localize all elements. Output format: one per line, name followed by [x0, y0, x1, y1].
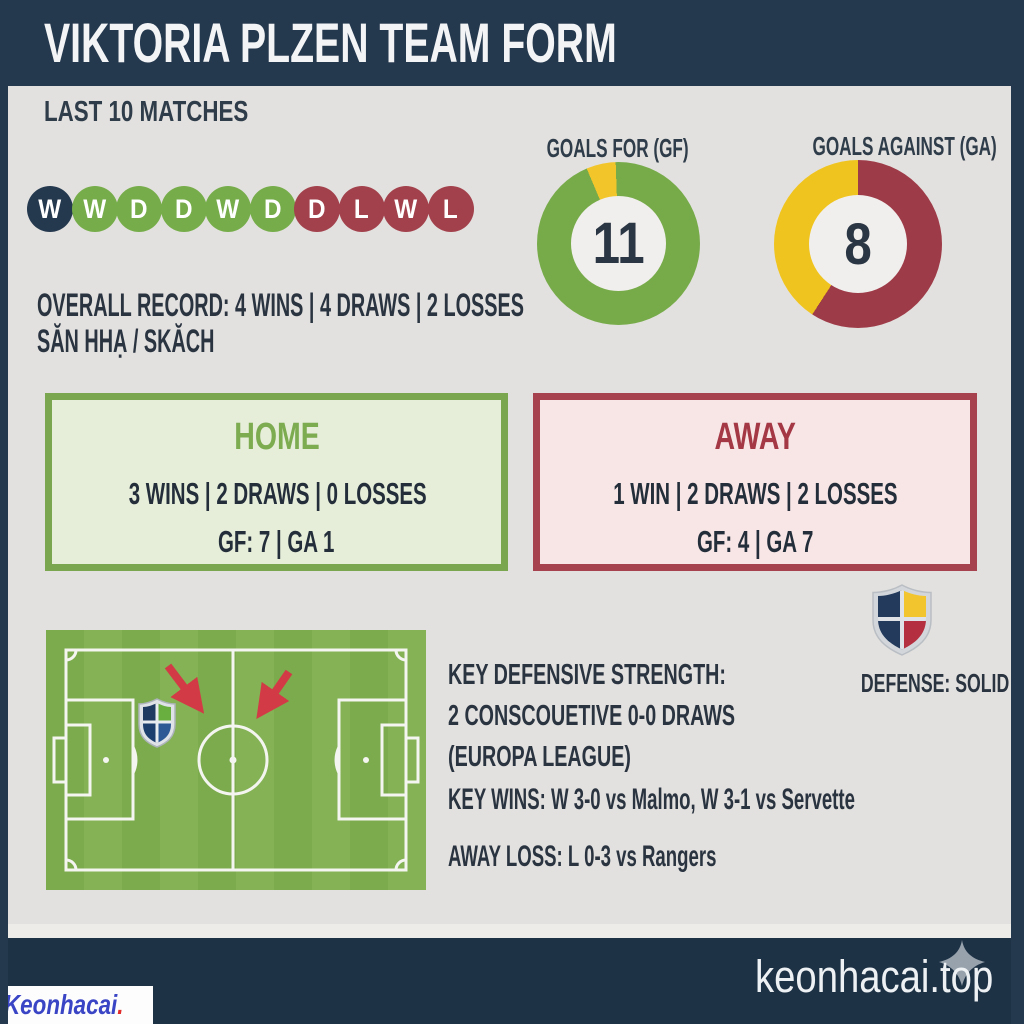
goals-against-chart-title: GOALS AGAINST (GA): [812, 131, 997, 161]
home-record-line: 3 WINS | 2 DRAWS | 0 LOSSES: [128, 476, 427, 511]
pitch-shield-icon: [138, 698, 176, 748]
football-pitch-illustration: [46, 630, 426, 890]
form-result-circle: D: [116, 186, 162, 232]
away-record-card: AWAY 1 WIN | 2 DRAWS | 2 LOSSES GF: 4 | …: [533, 393, 977, 571]
pitch-spots: [103, 756, 369, 764]
star-arrow-icon: [939, 940, 985, 986]
right-edge-bar: [1011, 0, 1024, 1024]
section-subtitle: LAST 10 MATCHES: [44, 96, 249, 128]
brand-logo-text: Keonhacai: [4, 989, 118, 1020]
defense-badge-label: DEFENSE: SOLID: [860, 668, 1010, 698]
left-edge-bar: [0, 0, 8, 1024]
page-title: VIKTORIA PLZEN TEAM FORM: [44, 11, 617, 74]
overall-record: OVERALL RECORD: 4 WINS | 4 DRAWS | 2 LOS…: [37, 287, 822, 359]
away-card-title: AWAY: [714, 416, 796, 458]
overall-record-subline: SĂN HHẠ / SKĂCH: [37, 323, 215, 359]
home-record-card: HOME 3 WINS | 2 DRAWS | 0 LOSSES GF: 7 |…: [45, 393, 508, 571]
form-result-circle: D: [249, 186, 296, 232]
brand-logo-dot: .: [117, 989, 124, 1020]
defense-shield-icon: [872, 584, 932, 656]
attack-arrow-icon: [164, 663, 205, 714]
form-result-circle: D: [160, 186, 207, 232]
goals-for-donut-chart: 11: [537, 162, 700, 325]
goals-for-chart-title: GOALS FOR (GF): [546, 133, 689, 163]
footer-divider: [0, 924, 1024, 938]
home-card-title: HOME: [233, 416, 320, 458]
away-loss-line: AWAY LOSS: L 0-3 vs Rangers: [448, 840, 717, 873]
pitch-lines: [52, 648, 420, 872]
away-goals-line: GF: 4 | GA 7: [696, 524, 814, 559]
goals-against-donut-chart: 8: [774, 160, 942, 328]
form-result-circle: L: [427, 186, 474, 232]
form-result-circle: W: [205, 186, 251, 232]
goals-for-value: 11: [571, 196, 666, 291]
attack-arrows: [164, 663, 293, 720]
brand-logo: Keonhacai.: [0, 986, 153, 1024]
pitch-grass: [46, 630, 426, 890]
attack-arrow-icon: [256, 669, 293, 720]
home-goals-line: GF: 7 | GA 1: [218, 524, 335, 559]
form-result-circle: W: [27, 186, 73, 232]
footer-band: [0, 938, 1024, 1024]
goals-against-value: 8: [809, 195, 907, 293]
key-defensive-strength: KEY DEFENSIVE STRENGTH: 2 CONSCOUETIVE 0…: [448, 659, 736, 773]
form-result-circle: W: [383, 186, 429, 232]
away-record-line: 1 WIN | 2 DRAWS | 2 LOSSES: [613, 476, 898, 511]
header-band: VIKTORIA PLZEN TEAM FORM: [0, 0, 1024, 86]
form-result-circle: L: [338, 186, 385, 232]
form-result-circle: D: [294, 186, 340, 232]
watermark-text: keonhacai.top: [754, 951, 993, 1002]
overall-record-line: OVERALL RECORD: 4 WINS | 4 DRAWS | 2 LOS…: [37, 287, 524, 323]
form-result-circle: W: [71, 186, 118, 232]
key-wins-line: KEY WINS: W 3-0 vs Malmo, W 3-1 vs Serve…: [448, 783, 855, 816]
